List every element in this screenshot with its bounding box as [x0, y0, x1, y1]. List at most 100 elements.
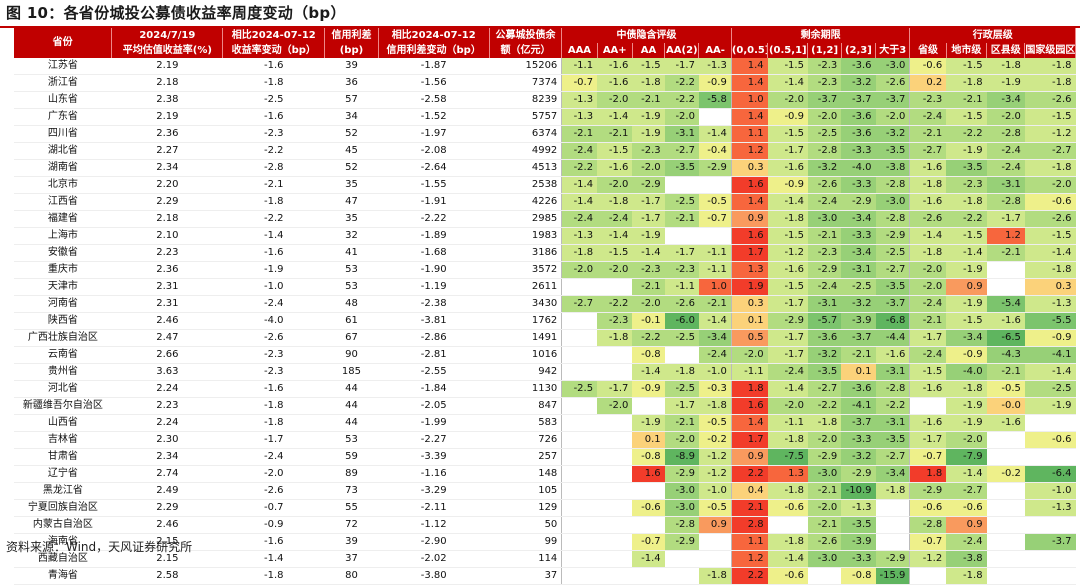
yield-cell: 2.36 [111, 125, 223, 143]
maturity-cell: -10.9 [841, 482, 876, 500]
rating-cell: -2.1 [561, 125, 598, 143]
spread-change-cell: -1.84 [378, 380, 490, 398]
rating-cell: -1.4 [597, 227, 633, 245]
rating-cell [561, 278, 598, 296]
rating-cell [664, 550, 699, 568]
spread-change-cell: -1.87 [378, 58, 490, 75]
rating-cell: -0.9 [698, 74, 732, 92]
maturity-cell: -3.6 [841, 380, 876, 398]
yield-cell: 2.58 [111, 567, 223, 585]
yield-change-cell: -2.6 [222, 329, 325, 347]
admin-cell [1024, 567, 1076, 585]
maturity-cell: -1.5 [767, 227, 808, 245]
admin-cell: -7.9 [946, 448, 987, 466]
maturity-cell: -0.9 [767, 108, 808, 126]
admin-cell: -0.6 [909, 499, 947, 517]
spread-change-cell: -2.55 [378, 363, 490, 381]
maturity-cell [875, 516, 911, 534]
admin-cell: -1.6 [986, 312, 1025, 330]
yield-change-cell: -1.0 [222, 278, 325, 296]
province-cell: 四川省 [14, 125, 112, 143]
province-cell: 河北省 [14, 380, 112, 398]
header-admin-park: 国家级园区 [1024, 43, 1076, 58]
rating-cell: -2.5 [664, 193, 699, 211]
rating-cell: -0.5 [698, 414, 732, 432]
maturity-cell: -4.0 [841, 159, 876, 177]
admin-cell [986, 533, 1025, 551]
rating-cell: -2.9 [632, 176, 665, 194]
spread-change-cell: -2.64 [378, 159, 490, 177]
admin-cell: -0.5 [986, 380, 1025, 398]
admin-cell: -1.2 [1024, 125, 1076, 143]
balance-cell: 3186 [489, 244, 563, 262]
maturity-cell: -2.0 [767, 397, 808, 415]
yield-cell: 2.31 [111, 295, 223, 313]
rating-cell: -1.4 [632, 550, 665, 568]
yield-cell: 2.74 [111, 465, 223, 483]
admin-cell: -0.6 [1024, 431, 1076, 449]
admin-cell: -1.6 [909, 193, 947, 211]
maturity-cell: 1.7 [731, 431, 768, 449]
source-note: 资料来源：Wind，天风证券研究所 [6, 540, 193, 554]
balance-cell: 2538 [489, 176, 563, 194]
maturity-cell: 1.2 [731, 142, 768, 160]
spread-change-cell: -3.29 [378, 482, 490, 500]
admin-cell: -0.7 [909, 448, 947, 466]
admin-cell: 0.9 [946, 516, 987, 534]
maturity-cell: -1.5 [767, 278, 808, 296]
admin-cell: -0.7 [909, 533, 947, 551]
yield-cell: 2.18 [111, 74, 223, 92]
balance-cell: 583 [489, 414, 563, 432]
maturity-cell: 1.8 [731, 380, 768, 398]
maturity-cell: -1.4 [767, 380, 808, 398]
maturity-cell: 1.6 [731, 227, 768, 245]
yield-change-cell: -2.3 [222, 125, 325, 143]
table-row: 浙江省 2.18 -1.8 36 -1.56 7374 -0.7 -1.6 -1.8 -2.2 -0… [14, 74, 1076, 92]
maturity-cell: 2.1 [731, 499, 768, 517]
rating-cell [597, 567, 633, 585]
maturity-cell: -2.7 [875, 448, 911, 466]
table-row: 湖北省 2.27 -2.2 45 -2.08 4992 -2.4 -1.5 -2.3 -2.7 -0… [14, 142, 1076, 160]
maturity-cell: 0.3 [731, 295, 768, 313]
table-wrap: 省份 2024/7/19 相比2024-07-12 信用利差 相比2024-07… [14, 28, 1076, 585]
rating-cell [632, 516, 665, 534]
maturity-cell: -2.0 [807, 431, 842, 449]
admin-cell: -2.5 [1024, 380, 1076, 398]
admin-cell: -6.5 [986, 329, 1025, 347]
province-cell: 重庆市 [14, 261, 112, 279]
maturity-cell: -3.0 [807, 465, 842, 483]
yield-change-cell: -1.4 [222, 227, 325, 245]
maturity-cell: -3.7 [841, 414, 876, 432]
maturity-cell: 1.4 [731, 108, 768, 126]
table-body: 江苏省 2.19 -1.6 39 -1.87 15206 -1.1 -1.6 -1.5 -1.7-… [14, 58, 1076, 585]
rating-cell: -2.0 [561, 261, 598, 279]
rating-cell [632, 567, 665, 585]
rating-cell [597, 414, 633, 432]
admin-cell: -2.1 [909, 312, 947, 330]
maturity-cell: -3.2 [807, 159, 842, 177]
maturity-cell: -2.6 [807, 176, 842, 194]
spread-cell: 61 [324, 312, 379, 330]
spread-change-cell: -1.12 [378, 516, 490, 534]
province-cell: 北京市 [14, 176, 112, 194]
balance-cell: 37 [489, 567, 563, 585]
maturity-cell: -2.5 [875, 244, 911, 262]
province-cell: 云南省 [14, 346, 112, 364]
admin-cell: -1.3 [1024, 499, 1076, 517]
maturity-cell: -3.1 [875, 363, 911, 381]
maturity-cell: -3.6 [807, 329, 842, 347]
maturity-cell: -3.3 [841, 142, 876, 160]
balance-cell: 726 [489, 431, 563, 449]
rating-cell: -2.9 [664, 533, 699, 551]
admin-cell: -2.1 [986, 363, 1025, 381]
maturity-cell: 2.8 [731, 516, 768, 534]
province-cell: 广西壮族自治区 [14, 329, 112, 347]
rating-cell: -2.9 [664, 465, 699, 483]
spread-cell: 73 [324, 482, 379, 500]
yield-cell: 2.47 [111, 329, 223, 347]
table-row: 内蒙古自治区 2.46 -0.9 72 -1.12 50 -2.8 0.9 2.8 -2.1 -3.… [14, 516, 1076, 534]
header-balance-1: 公募城投债余 [489, 28, 563, 43]
province-cell: 安徽省 [14, 244, 112, 262]
maturity-cell: -1.5 [767, 125, 808, 143]
maturity-cell: -4.1 [841, 397, 876, 415]
